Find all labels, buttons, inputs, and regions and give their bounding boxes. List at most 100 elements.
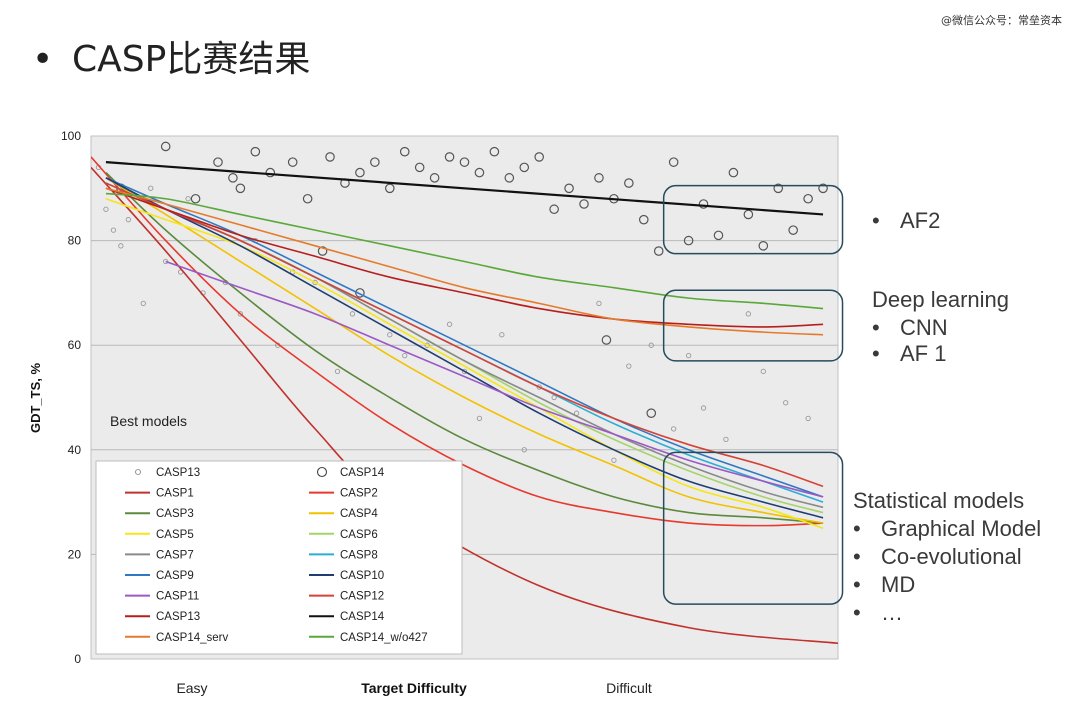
series-lines	[91, 156, 838, 645]
legend-label: CASP8	[340, 549, 378, 561]
scatter-point-casp13	[596, 300, 602, 307]
scatter-point-casp14	[355, 167, 365, 178]
bullet-icon: •	[32, 39, 54, 80]
scatter-point-casp14	[160, 141, 171, 152]
deep-learning-heading: Deep learning	[872, 287, 1009, 312]
scatter-point-casp14	[773, 183, 784, 194]
scatter-point-casp13	[125, 217, 132, 223]
scatter-point-casp13	[521, 447, 527, 453]
scatter-point-casp14	[646, 408, 657, 418]
legend-label: CASP13	[156, 611, 200, 623]
series-line-casp4	[105, 177, 824, 524]
bullet-icon: •	[872, 341, 880, 366]
bullet-icon: •	[853, 572, 861, 597]
legend-label: CASP7	[156, 549, 194, 561]
legend-label: CASP14	[340, 611, 385, 623]
scatter-point-casp13	[334, 368, 341, 374]
highlight-box	[662, 184, 844, 255]
x-axis-label: Target Difficulty	[361, 680, 467, 696]
scatter-point-casp14	[594, 173, 604, 183]
scatter-point-casp14	[474, 167, 485, 178]
statistical-item-ellipsis: …	[881, 600, 903, 625]
scatter-point-casp13	[536, 384, 542, 390]
scatter-point-casp13	[461, 368, 468, 374]
scatter-point-casp14	[683, 235, 694, 246]
bullet-icon: •	[872, 208, 880, 233]
scatter-point-casp14	[414, 162, 425, 173]
scatter-point-casp13	[805, 415, 811, 422]
slide-title: • CASP比赛结果	[32, 30, 310, 82]
y-tick-label: 60	[68, 338, 82, 352]
series-line-casp11	[165, 260, 824, 498]
scatter-point-casp13	[387, 332, 393, 338]
series-line-casp13	[105, 187, 824, 328]
legend-label: CASP14_serv	[156, 632, 228, 644]
legend-label: CASP13	[156, 467, 200, 479]
scatter-point-casp14	[601, 335, 612, 345]
scatter-point-casp14	[355, 288, 365, 298]
annotation-af2: • AF2	[872, 208, 940, 234]
statistical-item-coevolutional: Co-evolutional	[881, 544, 1022, 569]
scatter-point-casp13	[476, 415, 483, 422]
scatter-point-casp14	[317, 246, 328, 256]
scatter-point-casp13	[446, 321, 453, 327]
scatter-point-casp14	[235, 183, 246, 194]
highlight-box	[662, 289, 844, 362]
scatter-point-casp13	[611, 457, 617, 463]
scatter-point-casp14	[399, 146, 410, 157]
annotation-deep-learning: Deep learning • CNN • AF 1	[872, 287, 1009, 367]
scatter-point-casp14	[668, 157, 679, 167]
legend-label: CASP9	[156, 570, 194, 582]
deep-learning-item-af1: AF 1	[900, 341, 947, 366]
legend-label: CASP11	[156, 591, 199, 603]
annotation-statistical-models: Statistical models • Graphical Model • Co-…	[853, 488, 1041, 626]
scatter-point-casp14	[228, 173, 238, 183]
legend-label: CASP4	[340, 508, 378, 520]
scatter-point-casp14	[788, 225, 798, 235]
scatter-point-casp14	[190, 193, 201, 204]
highlight-boxes	[662, 184, 844, 605]
scatter-points	[95, 141, 828, 463]
scatter-point-casp14	[489, 146, 500, 157]
bullet-icon: •	[872, 315, 880, 340]
legend-swatch	[134, 468, 142, 476]
scatter-point-casp14	[624, 178, 634, 188]
scatter-point-casp13	[185, 196, 191, 202]
annotation-af2-label: AF2	[900, 208, 941, 233]
scatter-point-casp14	[370, 157, 380, 167]
scatter-point-casp14	[653, 246, 664, 256]
scatter-point-casp14	[758, 241, 769, 251]
legend-label: CASP12	[340, 591, 384, 603]
legend-label: CASP1	[156, 488, 194, 500]
scatter-point-casp14	[638, 214, 649, 225]
y-tick-label: 100	[61, 129, 81, 143]
legend-label: CASP3	[156, 508, 194, 520]
scatter-point-casp14	[302, 193, 313, 204]
statistical-heading: Statistical models	[853, 488, 1025, 513]
scatter-point-casp14	[803, 193, 813, 204]
scatter-point-casp13	[499, 332, 505, 338]
series-line-casp2	[91, 156, 824, 527]
y-tick-label: 80	[68, 234, 82, 248]
scatter-point-casp14	[384, 183, 395, 194]
statistical-item-graphical: Graphical Model	[881, 516, 1042, 541]
bullet-icon: •	[853, 600, 861, 625]
legend-swatch	[316, 466, 328, 478]
scatter-point-casp13	[760, 368, 766, 374]
scatter-point-casp13	[103, 206, 109, 212]
series-line-casp14-serv	[105, 187, 824, 336]
legend-label: CASP14	[340, 467, 385, 479]
watermark-text: @微信公众号：常垒资本	[941, 14, 1062, 27]
scatter-point-casp14	[504, 173, 515, 183]
y-tick-label: 40	[68, 443, 82, 457]
scatter-point-casp14	[713, 230, 724, 241]
scatter-point-casp14	[743, 209, 754, 220]
scatter-point-casp13	[626, 363, 632, 369]
series-line-casp10	[105, 177, 824, 519]
scatter-point-casp13	[648, 342, 654, 348]
scatter-point-casp14	[564, 183, 574, 194]
scatter-point-casp13	[118, 243, 124, 249]
scatter-point-casp13	[237, 311, 244, 317]
bullet-icon: •	[853, 516, 861, 541]
